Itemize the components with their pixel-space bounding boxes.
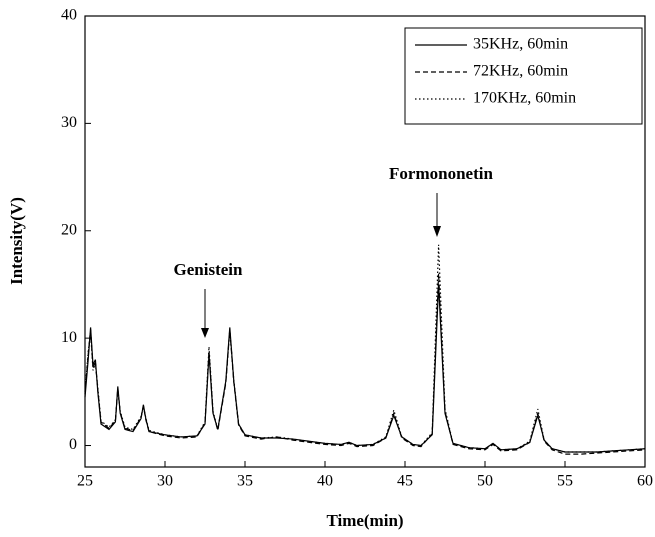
x-tick-label: 50 — [477, 473, 493, 490]
y-tick-label: 10 — [61, 329, 77, 346]
plot-frame — [84, 15, 646, 468]
x-tick-label: 60 — [637, 473, 653, 490]
arrow-head — [201, 328, 209, 338]
legend-label: 72KHz, 60min — [473, 63, 568, 80]
series-line — [84, 273, 646, 455]
annotation: Genistein — [174, 260, 243, 279]
x-axis-label: Time(min) — [326, 511, 403, 530]
x-tick-label: 30 — [157, 473, 173, 490]
y-tick-label: 0 — [69, 436, 77, 453]
y-tick-label: 20 — [61, 221, 77, 238]
y-axis-label: Intensity(V) — [7, 197, 26, 285]
x-tick-label: 45 — [397, 473, 413, 490]
x-tick-label: 35 — [237, 473, 253, 490]
y-tick-label: 30 — [61, 114, 77, 131]
x-tick-label: 55 — [557, 473, 573, 490]
legend-label: 35KHz, 60min — [473, 36, 568, 53]
x-tick-label: 25 — [77, 473, 93, 490]
x-tick-label: 40 — [317, 473, 333, 490]
annotation: Formononetin — [389, 164, 493, 183]
y-tick-label: 40 — [61, 7, 77, 24]
legend-box — [404, 27, 643, 125]
arrow-head — [433, 226, 441, 237]
series-line — [84, 284, 646, 453]
series-line — [84, 244, 646, 453]
legend-label: 170KHz, 60min — [473, 90, 576, 107]
